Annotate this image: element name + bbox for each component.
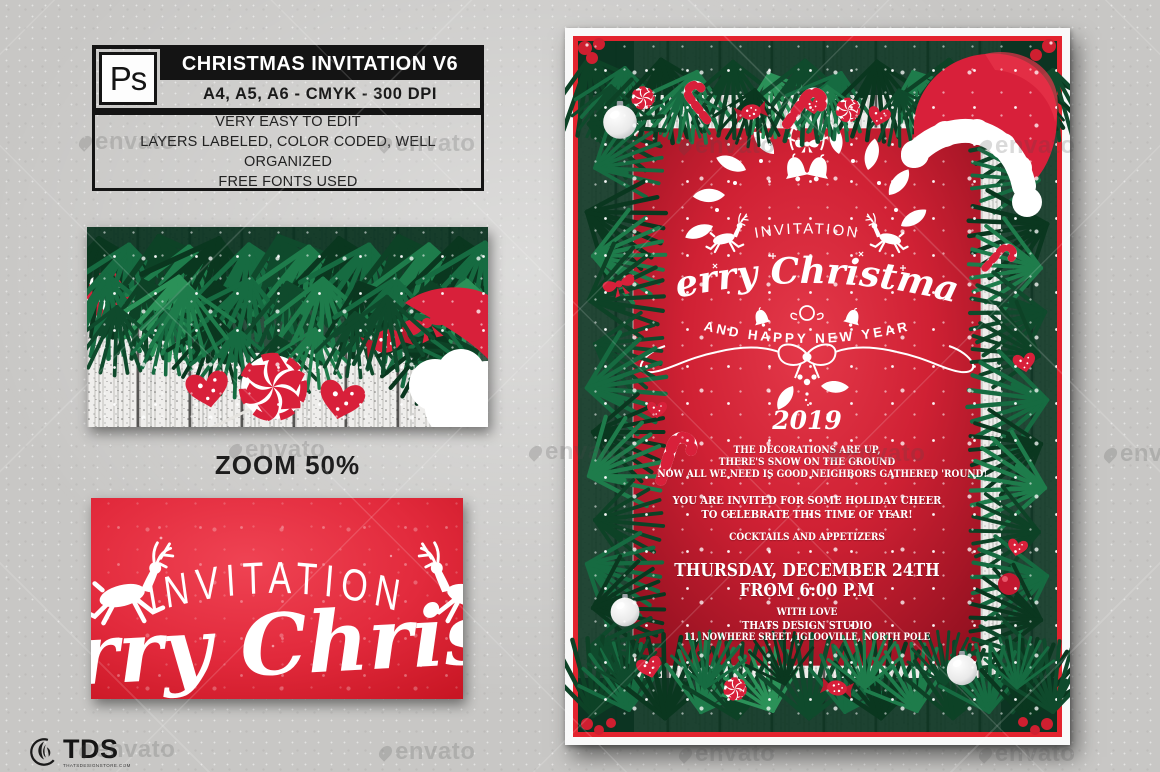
tds-name: TDS (63, 734, 119, 764)
poem-line: NOW ALL WE NEED IS GOOD NEIGHBORS GATHER… (657, 468, 988, 481)
tds-wordmark: TDS THATSDESIGNSTORE.COM (63, 736, 131, 769)
poem-line: THE DECORATIONS ARE UP, (733, 444, 881, 456)
tds-phoenix-icon (30, 738, 58, 767)
crop-script-fragment: rry Chris (91, 584, 463, 699)
flyer-year: 2019 (772, 406, 842, 435)
envato-leaf-icon (526, 442, 545, 462)
product-features-box: VERY EASY TO EDIT LAYERS LABELED, COLOR … (92, 112, 484, 191)
event-date: THURSDAY, DECEMBER 24TH (674, 560, 940, 581)
invite-lines: YOU ARE INVITED FOR SOME HOLIDAY CHEER T… (657, 493, 956, 522)
photoshop-badge-label: Ps (109, 59, 148, 97)
closing-line: WITH LOVE (776, 606, 838, 618)
envato-leaf-icon (1101, 444, 1120, 464)
menu-line: COCKTAILS AND APPETIZERS (729, 531, 885, 543)
product-specs: A4, A5, A6 - CMYK - 300 DPI (202, 84, 438, 103)
envato-leaf-icon (376, 742, 395, 762)
flyer-text-block: 2019 THE DECORATIONS ARE UP, THERE'S SNO… (633, 128, 988, 668)
zoom-label: ZOOM 50% (214, 450, 361, 480)
envato-leaf-icon (676, 744, 695, 764)
feature-line: FREE FONTS USED (218, 173, 358, 190)
pom-pom-icon (1012, 187, 1042, 217)
zoom-crop-artwork: INVITATION rry Chris (91, 498, 463, 699)
feature-line: VERY EASY TO EDIT (215, 113, 361, 130)
event-time: FROM 6:00 P.M (739, 580, 875, 601)
product-title: CHRISTMAS INVITATION V6 (160, 49, 480, 81)
red-ball-icon (998, 573, 1020, 595)
invite-line: TO CELEBRATE THIS TIME OF YEAR! (701, 506, 913, 521)
photoshop-badge: Ps (99, 52, 157, 105)
flyer-detail-thumbnail (87, 227, 488, 427)
flyer-zoom-crop: INVITATION rry Chris (91, 498, 463, 699)
invite-line: YOU ARE INVITED FOR SOME HOLIDAY CHEER (672, 493, 942, 507)
product-header-box: Ps CHRISTMAS INVITATION V6 A4, A5, A6 - … (92, 45, 484, 112)
address-line: 11, NOWHERE SREET, IGLOOVILLE, NORTH POL… (683, 632, 931, 643)
studio-name: THATS DESIGN STUDIO (742, 619, 872, 632)
envato-watermark: envato (1101, 440, 1160, 468)
tds-logo: TDS THATSDESIGNSTORE.COM (28, 736, 131, 769)
header-right: CHRISTMAS INVITATION V6 A4, A5, A6 - CMY… (160, 49, 480, 108)
poem-lines: THE DECORATIONS ARE UP, THERE'S SNOW ON … (657, 444, 988, 481)
envato-watermark: envato (376, 738, 475, 766)
feature-line: LAYERS LABELED, COLOR CODED, WELL ORGANI… (140, 133, 436, 170)
thumbnail-artwork (87, 227, 488, 427)
poem-line: THERE'S SNOW ON THE GROUND (718, 456, 896, 469)
tds-tagline: THATSDESIGNSTORE.COM (63, 763, 131, 768)
flyer-full-preview: INVITATION Merry Christmas AND HAPPY NEW… (565, 28, 1070, 745)
envato-leaf-icon (976, 744, 995, 764)
